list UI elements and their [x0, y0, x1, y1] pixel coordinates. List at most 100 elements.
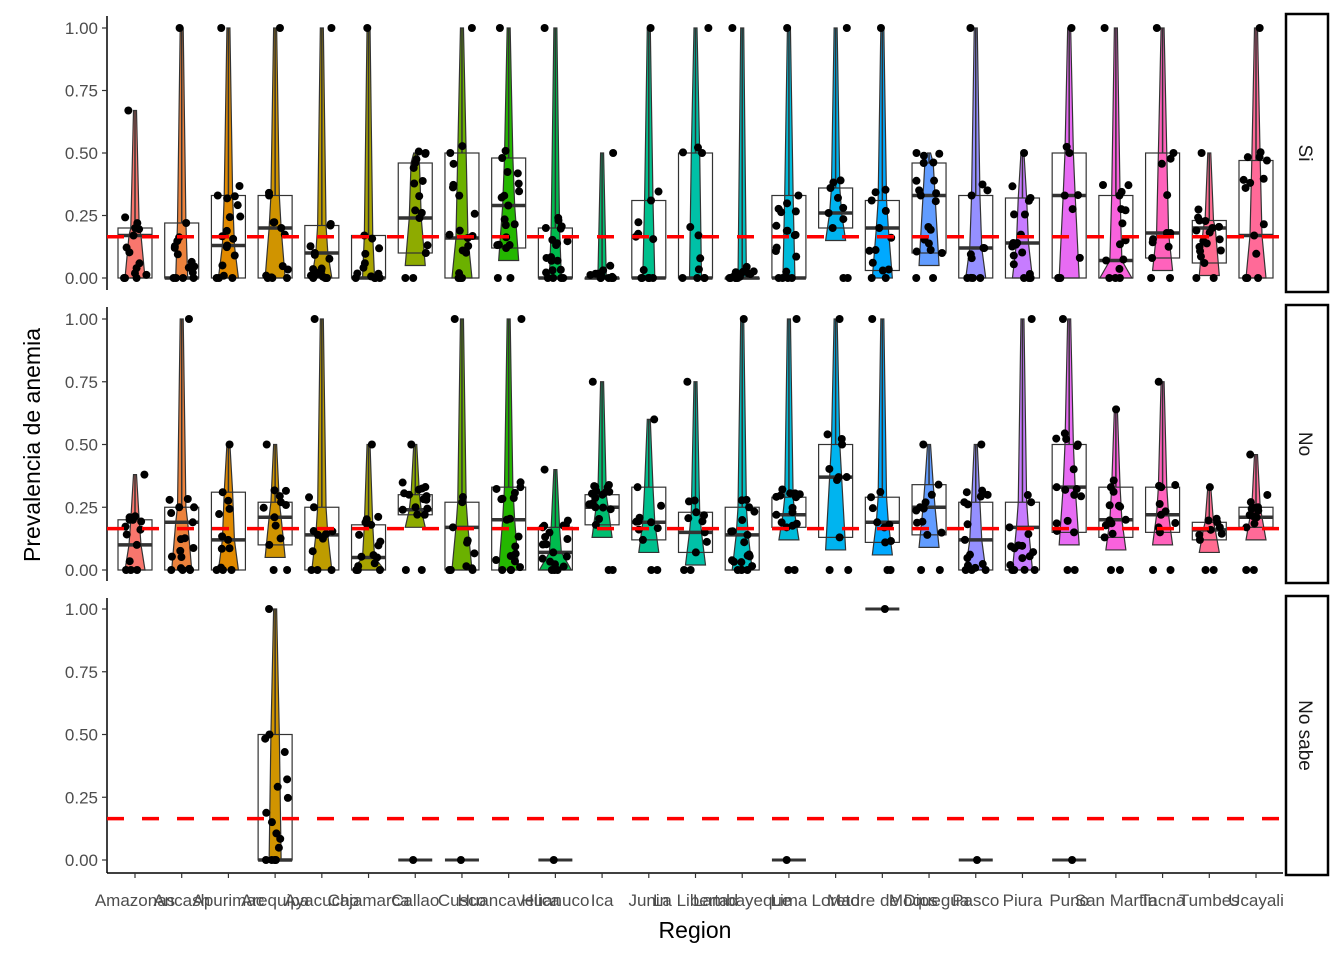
data-point — [778, 485, 787, 494]
data-point — [684, 514, 693, 523]
data-point — [638, 535, 647, 544]
facet-strip-label: Si — [1294, 145, 1315, 162]
group-pasco — [958, 856, 993, 864]
data-point — [1195, 530, 1204, 539]
data-point — [791, 207, 800, 216]
x-tick-label: Cusco — [438, 891, 486, 910]
data-point — [455, 226, 464, 235]
data-point — [277, 224, 286, 232]
y-tick-label: 0.75 — [65, 373, 98, 392]
data-point — [375, 244, 384, 253]
data-point — [1252, 249, 1261, 258]
data-point — [492, 484, 501, 493]
data-point — [1061, 485, 1070, 494]
data-point — [265, 540, 274, 549]
data-point — [1075, 253, 1084, 262]
data-point — [374, 541, 383, 550]
data-point — [844, 566, 853, 574]
data-point — [875, 224, 884, 232]
data-point — [1155, 481, 1164, 490]
data-point — [1115, 566, 1124, 574]
data-point — [515, 187, 524, 196]
data-point — [867, 493, 876, 502]
data-point — [679, 148, 688, 157]
data-point — [1024, 530, 1033, 539]
data-point — [1005, 523, 1014, 532]
data-point — [129, 231, 138, 240]
x-tick-label: Pasco — [952, 891, 999, 910]
data-point — [273, 782, 282, 791]
data-point — [633, 483, 642, 492]
group-ica — [584, 377, 620, 574]
data-point — [224, 535, 233, 544]
data-point — [649, 235, 658, 244]
data-point — [609, 149, 618, 157]
data-point — [506, 566, 515, 574]
data-point — [222, 243, 231, 252]
data-point — [1152, 24, 1161, 32]
data-point — [825, 464, 834, 473]
data-point — [929, 274, 938, 282]
data-point — [188, 268, 197, 277]
data-point — [977, 440, 986, 449]
data-point — [554, 213, 563, 222]
data-point — [938, 249, 947, 257]
data-point — [401, 274, 410, 282]
data-point — [1202, 239, 1211, 248]
data-point — [503, 167, 512, 176]
data-point — [233, 201, 242, 210]
data-point — [692, 508, 701, 517]
data-point — [1058, 315, 1067, 323]
data-point — [835, 315, 844, 323]
x-axis-title: Region — [659, 917, 732, 943]
data-point — [728, 24, 737, 32]
data-point — [1205, 228, 1214, 237]
data-point — [884, 265, 893, 274]
data-point — [270, 486, 279, 495]
data-point — [1243, 153, 1252, 162]
group-amazonas — [117, 470, 153, 574]
data-point — [135, 225, 144, 234]
data-point — [1074, 191, 1083, 200]
data-point — [924, 223, 933, 232]
data-point — [1006, 561, 1015, 570]
y-tick-label: 0.25 — [65, 788, 98, 807]
x-tick-label: La Libertad — [653, 891, 738, 910]
data-point — [167, 509, 176, 518]
data-point — [370, 559, 379, 568]
data-point — [176, 546, 185, 555]
data-point — [462, 562, 471, 571]
data-point — [140, 470, 149, 479]
data-point — [1215, 222, 1224, 231]
data-point — [784, 566, 793, 574]
facet-strip — [1284, 12, 1330, 294]
data-point — [647, 196, 656, 205]
data-point — [745, 503, 754, 512]
y-tick-label: 0.75 — [65, 663, 98, 682]
data-point — [265, 188, 274, 197]
data-point — [1029, 548, 1038, 557]
data-point — [1243, 274, 1252, 282]
data-point — [282, 274, 291, 282]
x-tick-label: Apurimac — [193, 891, 265, 910]
data-point — [327, 24, 336, 32]
data-point — [367, 272, 376, 281]
data-point — [189, 544, 198, 553]
data-point — [1171, 519, 1180, 528]
data-point — [470, 549, 479, 558]
data-point — [912, 247, 921, 256]
data-point — [423, 504, 432, 513]
data-point — [738, 516, 747, 525]
data-point — [966, 273, 975, 282]
y-tick-label: 1.00 — [65, 310, 98, 329]
data-point — [557, 222, 566, 231]
data-point — [1117, 187, 1126, 196]
data-point — [563, 237, 572, 246]
data-point — [411, 503, 420, 512]
data-point — [595, 515, 604, 524]
data-point — [700, 511, 709, 520]
data-point — [976, 492, 985, 501]
group-ancash — [164, 24, 200, 282]
data-point — [876, 488, 885, 497]
